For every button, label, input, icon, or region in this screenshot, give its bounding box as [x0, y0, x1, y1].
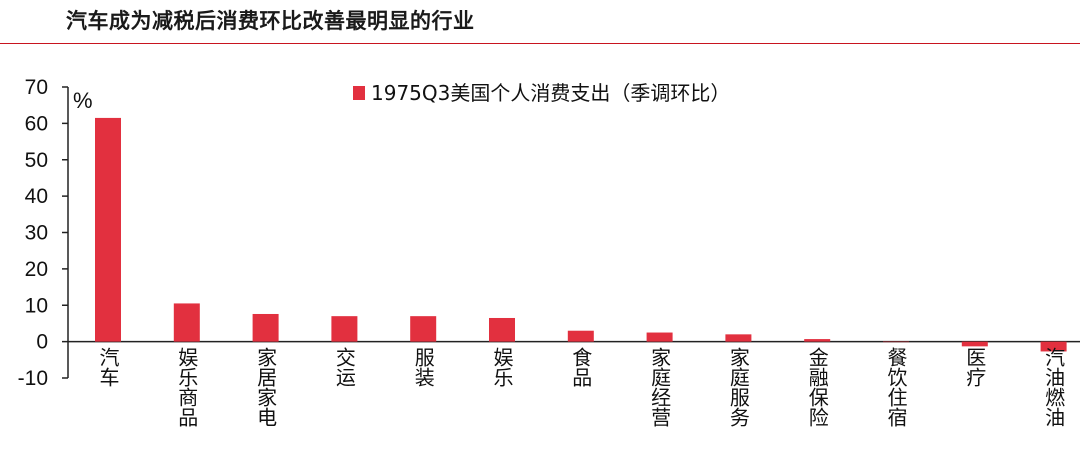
- category-label: 医疗: [963, 347, 987, 387]
- category-label: 餐饮住宿: [884, 347, 908, 427]
- y-tick-label: -10: [18, 367, 48, 390]
- bar: [883, 341, 909, 343]
- bar: [95, 117, 121, 342]
- legend-swatch: [353, 86, 365, 100]
- legend: 1975Q3美国个人消费支出（季调环比）: [353, 81, 730, 105]
- category-label: 娱乐商品: [175, 347, 199, 427]
- category-label: 娱乐: [490, 347, 514, 387]
- category-label: 家庭经营: [648, 347, 672, 427]
- y-tick-label: 0: [36, 331, 48, 354]
- legend-label: 1975Q3美国个人消费支出（季调环比）: [371, 81, 730, 105]
- category-label: 交运: [332, 347, 356, 387]
- bar: [1040, 341, 1067, 352]
- bar: [410, 316, 437, 342]
- bar: [804, 339, 831, 342]
- category-label: 服装: [411, 347, 435, 387]
- y-unit-label: %: [73, 88, 93, 113]
- title-divider: [0, 43, 1080, 44]
- category-label: 金融保险: [805, 347, 829, 427]
- bar: [567, 330, 594, 342]
- bar: [646, 332, 673, 342]
- y-tick-label: 70: [25, 76, 48, 99]
- y-tick-label: 40: [25, 185, 48, 208]
- bar: [331, 316, 358, 342]
- y-tick-label: 20: [25, 258, 48, 281]
- y-tick-label: 60: [25, 112, 48, 135]
- category-label: 食品: [569, 347, 593, 387]
- y-tick-label: 50: [25, 149, 48, 172]
- category-label: 家居家电: [254, 347, 278, 427]
- page-title: 汽车成为减税后消费环比改善最明显的行业: [66, 9, 475, 33]
- bar: [725, 334, 752, 342]
- category-label: 汽油燃油: [1042, 347, 1066, 427]
- category-label: 家庭服务: [726, 347, 750, 427]
- bar: [173, 303, 200, 342]
- bar: [961, 341, 988, 347]
- bar: [489, 317, 515, 342]
- category-label: 汽车: [96, 347, 120, 387]
- y-tick-label: 10: [25, 294, 48, 317]
- y-tick-label: 30: [25, 222, 48, 245]
- bar: [252, 313, 279, 342]
